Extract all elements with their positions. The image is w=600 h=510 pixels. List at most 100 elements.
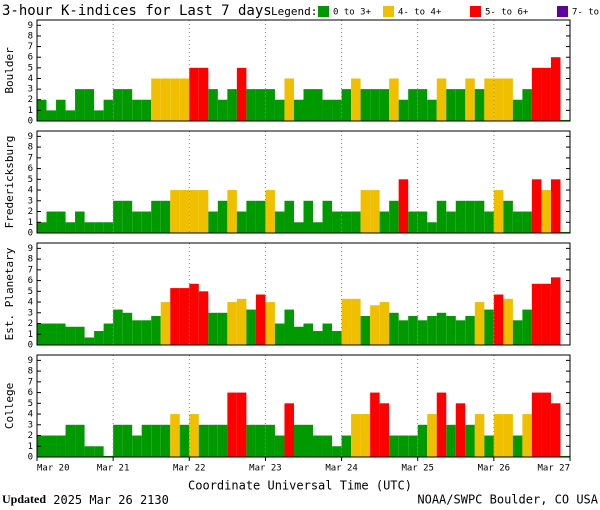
bar — [56, 211, 66, 233]
bar — [503, 200, 513, 233]
bar — [560, 231, 570, 233]
bar — [293, 326, 304, 345]
bar — [265, 190, 275, 233]
legend-label: 5- to 6+ — [485, 8, 529, 18]
bar — [132, 320, 142, 345]
bar — [417, 424, 428, 457]
bar — [65, 326, 76, 345]
bar — [531, 67, 542, 121]
y-tick-label: 5 — [28, 63, 33, 73]
bar — [313, 89, 323, 121]
bar — [484, 435, 494, 457]
bar — [198, 190, 209, 233]
bar — [379, 302, 390, 345]
bar — [389, 435, 399, 457]
bar — [332, 331, 342, 345]
bar — [474, 302, 485, 345]
bar — [236, 298, 247, 345]
y-tick-label: 1 — [28, 330, 33, 340]
bar — [141, 99, 152, 121]
x-tick-label: Mar 24 — [325, 464, 358, 474]
bar — [379, 403, 390, 457]
bar — [103, 99, 114, 121]
bar — [75, 326, 85, 345]
bar — [198, 291, 209, 345]
bar — [56, 323, 66, 345]
bar — [313, 435, 323, 457]
bar — [379, 89, 390, 121]
bar — [179, 424, 190, 457]
bar — [37, 99, 47, 121]
bar — [37, 222, 47, 233]
bar — [255, 200, 266, 233]
y-axis-title: Boulder — [3, 47, 16, 94]
y-tick-label: 0 — [28, 453, 33, 463]
y-tick-label: 7 — [28, 377, 33, 387]
y-tick-label: 8 — [28, 367, 33, 377]
bar — [465, 424, 475, 457]
bar — [341, 435, 352, 457]
bar — [284, 309, 294, 345]
bar — [179, 190, 190, 233]
bar — [370, 89, 380, 121]
bar — [293, 222, 304, 233]
bar — [370, 392, 380, 457]
y-tick-label: 7 — [28, 153, 33, 163]
bar — [493, 294, 504, 345]
bar — [436, 392, 447, 457]
bar — [389, 78, 399, 121]
chart-title: 3-hour K-indices for Last 7 days — [2, 3, 272, 19]
bar — [274, 435, 285, 457]
y-tick-label: 4 — [28, 74, 33, 84]
bar — [65, 110, 76, 121]
bar — [141, 424, 152, 457]
y-tick-label: 9 — [28, 244, 33, 254]
bar — [389, 200, 399, 233]
bar — [198, 67, 209, 121]
legend-title: Legend: — [271, 5, 317, 18]
bar — [236, 211, 247, 233]
bar — [322, 435, 333, 457]
bar — [503, 414, 513, 457]
y-tick-label: 1 — [28, 106, 33, 116]
bar — [217, 99, 228, 121]
bar — [455, 89, 466, 121]
bar — [503, 78, 513, 121]
bar — [436, 200, 447, 233]
bar — [46, 110, 57, 121]
footer-updated: Updated 2025 Mar 26 2130 — [2, 492, 169, 507]
bar — [284, 200, 294, 233]
bar — [122, 89, 133, 121]
bar — [56, 435, 66, 457]
bar — [322, 200, 333, 233]
legend-swatch — [383, 6, 394, 17]
bar — [531, 392, 542, 457]
bar — [360, 316, 371, 345]
bar — [37, 323, 47, 345]
bar — [484, 211, 494, 233]
bar — [370, 305, 380, 345]
bar — [455, 320, 466, 345]
bar — [94, 222, 104, 233]
bar — [227, 190, 237, 233]
bar — [274, 99, 285, 121]
bar — [465, 78, 475, 121]
bar — [246, 200, 256, 233]
bar — [255, 89, 266, 121]
y-tick-label: 9 — [28, 356, 33, 366]
bar — [436, 312, 447, 345]
bar — [341, 89, 352, 121]
footer-source: NOAA/SWPC Boulder, CO USA — [417, 493, 598, 507]
y-tick-label: 3 — [28, 85, 33, 95]
bar — [522, 211, 532, 233]
bar — [160, 78, 171, 121]
panel-frame — [36, 130, 571, 234]
x-tick-label: Mar 20 — [37, 464, 70, 474]
bar — [303, 89, 314, 121]
y-tick-label: 4 — [28, 410, 33, 420]
legend-swatch — [318, 6, 329, 17]
panel-frame — [36, 19, 571, 122]
y-tick-label: 6 — [28, 276, 33, 286]
